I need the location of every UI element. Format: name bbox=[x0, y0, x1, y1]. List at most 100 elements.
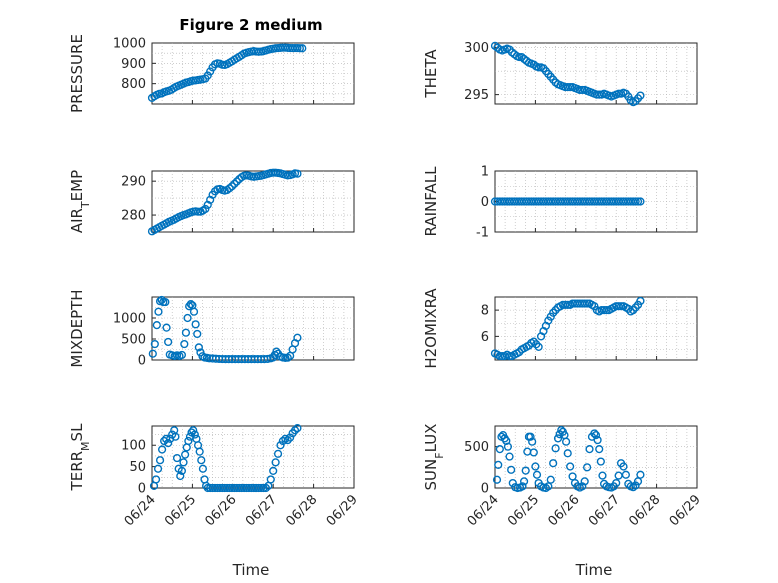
y-tick-label: 290 bbox=[121, 175, 146, 190]
data-point bbox=[505, 452, 514, 461]
subplot-2: 295 300 THETA bbox=[422, 41, 698, 107]
data-point bbox=[162, 323, 171, 332]
data-point bbox=[273, 449, 283, 458]
data-point bbox=[619, 462, 628, 471]
x-tick-label: 06/29 bbox=[324, 492, 361, 529]
data-point bbox=[593, 435, 602, 445]
data-point bbox=[598, 471, 607, 480]
x-tick-label: 06/26 bbox=[203, 492, 240, 529]
data-point bbox=[585, 445, 594, 454]
data-point bbox=[503, 442, 513, 451]
data-point bbox=[263, 354, 272, 364]
data-point bbox=[230, 179, 239, 188]
subplot-1: 800 900 1000 PRESSURE bbox=[68, 34, 355, 113]
data-point bbox=[532, 470, 542, 479]
data-point bbox=[180, 339, 189, 349]
data-point bbox=[164, 439, 173, 448]
data-point bbox=[519, 477, 529, 486]
data-point bbox=[636, 197, 645, 206]
y-axis-label-3: AIRTEMP bbox=[68, 170, 92, 233]
y-axis-label-5: MIXDEPTH bbox=[68, 289, 86, 367]
data-point bbox=[162, 434, 171, 443]
data-point bbox=[616, 302, 626, 311]
data-point bbox=[176, 471, 185, 481]
data-point bbox=[293, 333, 302, 342]
data-point bbox=[534, 342, 543, 351]
data-point bbox=[566, 83, 575, 92]
data-point bbox=[494, 460, 503, 469]
y-axis-label-6: H2OMIXRA bbox=[422, 288, 440, 369]
data-point bbox=[278, 436, 287, 446]
data-point bbox=[266, 475, 275, 484]
y-tick-label: 900 bbox=[121, 57, 146, 72]
data-point bbox=[534, 63, 543, 72]
data-point bbox=[177, 466, 186, 475]
data-point bbox=[633, 197, 643, 206]
data-point bbox=[526, 432, 535, 441]
data-point bbox=[272, 347, 281, 356]
data-point bbox=[148, 349, 157, 358]
data-point bbox=[551, 444, 560, 453]
figure-title: Figure 2 medium bbox=[179, 16, 322, 34]
data-point bbox=[271, 458, 280, 467]
y-tick-label: 1 bbox=[481, 165, 489, 180]
data-point bbox=[562, 437, 571, 446]
data-point bbox=[194, 343, 203, 352]
data-point bbox=[183, 313, 192, 323]
data-point bbox=[636, 91, 645, 100]
x-axis-label-left: Time bbox=[232, 561, 270, 579]
y-tick-label: 0 bbox=[481, 195, 489, 210]
y-axis-label-7: TERRMSL bbox=[68, 423, 92, 492]
subplot-4: -1 0 1 RAINFALL bbox=[422, 165, 698, 241]
data-point bbox=[193, 329, 202, 339]
data-point bbox=[261, 483, 271, 493]
data-point bbox=[549, 459, 558, 468]
y-tick-label: 50 bbox=[129, 460, 146, 475]
data-point bbox=[155, 297, 165, 306]
data-point bbox=[566, 462, 575, 471]
data-point bbox=[189, 307, 199, 316]
y-tick-label: 0 bbox=[138, 482, 146, 497]
data-point bbox=[186, 300, 195, 309]
data-point bbox=[515, 52, 524, 62]
data-point bbox=[298, 44, 307, 53]
data-point bbox=[210, 187, 220, 196]
data-point bbox=[531, 462, 540, 471]
data-point bbox=[177, 350, 186, 360]
y-tick-label: 500 bbox=[464, 440, 489, 455]
x-tick-label: 06/24 bbox=[465, 492, 502, 529]
data-point bbox=[171, 432, 180, 441]
x-tick-label: 06/25 bbox=[505, 492, 542, 529]
y-axis-label-4: RAINFALL bbox=[422, 166, 440, 237]
subplot-8: 0 500 06/24 06/25 06/26 06/27 06/28 06/29 SUNFLU… bbox=[422, 424, 704, 530]
data-point bbox=[631, 481, 640, 490]
subplot-5: 0 500 1000 MIXDEPTH bbox=[68, 289, 355, 369]
data-point bbox=[185, 302, 194, 311]
data-point bbox=[155, 456, 165, 465]
data-point bbox=[166, 434, 175, 443]
data-point bbox=[583, 299, 592, 308]
data-point bbox=[184, 436, 193, 446]
data-point bbox=[293, 169, 302, 178]
subplot-3: 280 290 AIRTEMP bbox=[68, 168, 355, 236]
data-point bbox=[518, 482, 527, 491]
data-point bbox=[227, 182, 237, 191]
data-point bbox=[189, 426, 198, 435]
y-tick-label: 0 bbox=[481, 482, 489, 497]
y-tick-label: 0 bbox=[138, 354, 146, 369]
data-point bbox=[295, 44, 304, 53]
data-point bbox=[492, 475, 502, 484]
x-tick-label: 06/27 bbox=[243, 492, 280, 529]
y-tick-label: 1000 bbox=[113, 37, 146, 52]
y-tick-label: 100 bbox=[121, 439, 146, 454]
data-point bbox=[190, 430, 199, 439]
y-tick-label: 6 bbox=[481, 330, 489, 345]
y-axis-label-1: PRESSURE bbox=[68, 34, 86, 113]
data-point bbox=[158, 445, 167, 454]
data-point bbox=[283, 436, 292, 445]
data-point bbox=[256, 483, 266, 493]
data-point bbox=[181, 450, 190, 459]
data-point bbox=[276, 441, 285, 450]
data-point bbox=[179, 458, 188, 467]
